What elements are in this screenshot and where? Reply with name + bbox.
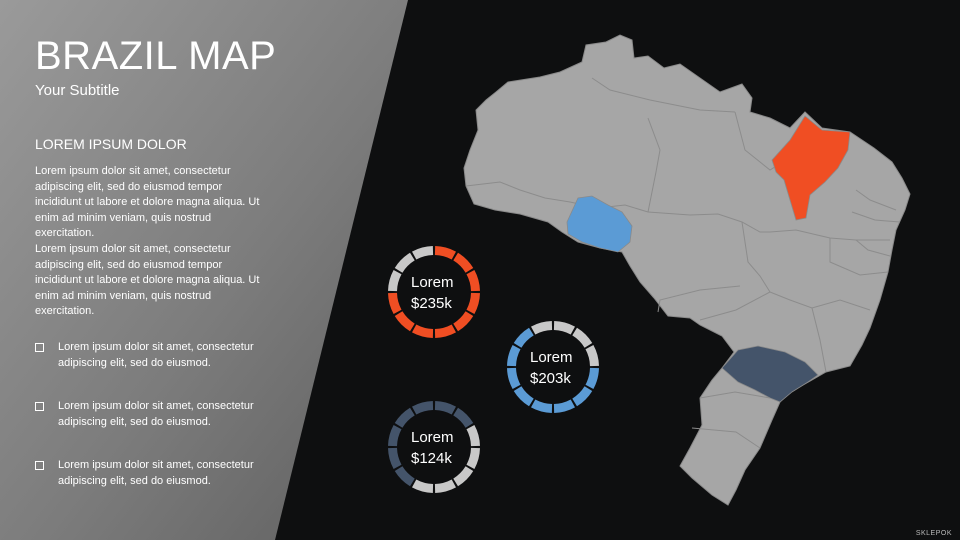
bullet-text: Lorem ipsum dolor sit amet, consectetur … xyxy=(58,400,254,428)
ring-segment xyxy=(453,252,474,273)
bullet-item: Lorem ipsum dolor sit amet, consectetur … xyxy=(35,399,275,458)
ring-segment xyxy=(585,367,599,389)
ring-2-value: $203k xyxy=(530,370,571,387)
ring-1-label: Lorem $235k xyxy=(411,272,454,314)
ring-segment xyxy=(434,401,456,415)
brand-mark: SKLEPOK xyxy=(915,530,952,537)
ring-segment xyxy=(394,252,415,273)
bullet-text: Lorem ipsum dolor sit amet, consectetur … xyxy=(58,459,254,487)
ring-segment xyxy=(388,270,402,292)
brazil-outline xyxy=(463,34,911,506)
ring-3-value: $124k xyxy=(411,450,452,467)
ring-3 xyxy=(388,401,480,493)
ring-segment xyxy=(394,311,415,332)
ring-segment xyxy=(453,466,474,487)
ring-segment xyxy=(572,386,593,407)
ring-segment xyxy=(466,292,480,314)
bullet-text: Lorem ipsum dolor sit amet, consectetur … xyxy=(58,341,254,369)
left-panel-background xyxy=(0,0,408,540)
ring-segment xyxy=(531,399,553,413)
ring-segment xyxy=(388,447,402,469)
checkbox-bullet-icon xyxy=(35,343,44,352)
ring-segment xyxy=(412,401,434,415)
state-borders xyxy=(465,77,901,449)
ring-segment xyxy=(412,246,434,260)
body-text: Lorem ipsum dolor sit amet, consectetur … xyxy=(35,164,265,320)
ring-segment xyxy=(507,345,521,367)
page-subtitle: Your Subtitle xyxy=(35,82,120,99)
ring-2-label: Lorem $203k xyxy=(530,347,573,389)
ring-segment xyxy=(553,399,575,413)
ring-1 xyxy=(388,246,480,338)
section-heading: LOREM IPSUM DOLOR xyxy=(35,136,187,152)
bullet-list: Lorem ipsum dolor sit amet, consectetur … xyxy=(35,340,275,517)
ring-center xyxy=(398,256,470,328)
ring-2-name: Lorem xyxy=(530,349,573,366)
ring-segment xyxy=(434,246,456,260)
state-orange xyxy=(771,115,851,221)
ring-segment xyxy=(412,479,434,493)
ring-segment xyxy=(513,327,534,348)
ring-segment xyxy=(466,270,480,292)
ring-segment xyxy=(572,327,593,348)
ring-1-value: $235k xyxy=(411,295,452,312)
checkbox-bullet-icon xyxy=(35,402,44,411)
ring-segment xyxy=(553,321,575,335)
ring-segment xyxy=(585,345,599,367)
ring-segment xyxy=(453,407,474,428)
ring-center xyxy=(517,331,589,403)
ring-segment xyxy=(507,367,521,389)
ring-segment xyxy=(412,324,434,338)
ring-segment xyxy=(394,407,415,428)
body-paragraph: Lorem ipsum dolor sit amet, consectetur … xyxy=(35,242,260,318)
ring-segment xyxy=(466,425,480,447)
ring-2 xyxy=(507,321,599,413)
checkbox-bullet-icon xyxy=(35,461,44,470)
bullet-item: Lorem ipsum dolor sit amet, consectetur … xyxy=(35,340,275,399)
ring-segment xyxy=(531,321,553,335)
ring-segment xyxy=(434,324,456,338)
state-blue xyxy=(566,195,633,253)
bullet-item: Lorem ipsum dolor sit amet, consectetur … xyxy=(35,458,275,517)
ring-center xyxy=(398,411,470,483)
ring-segment xyxy=(513,386,534,407)
ring-segment xyxy=(394,466,415,487)
ring-segment xyxy=(453,311,474,332)
page-title: BRAZIL MAP xyxy=(35,34,277,78)
ring-segment xyxy=(466,447,480,469)
state-navy xyxy=(721,345,819,403)
body-paragraph: Lorem ipsum dolor sit amet, consectetur … xyxy=(35,165,260,240)
ring-segment xyxy=(388,425,402,447)
ring-segment xyxy=(388,292,402,314)
ring-segment xyxy=(434,479,456,493)
ring-3-name: Lorem xyxy=(411,429,454,446)
ring-3-label: Lorem $124k xyxy=(411,427,454,469)
ring-1-name: Lorem xyxy=(411,274,454,291)
